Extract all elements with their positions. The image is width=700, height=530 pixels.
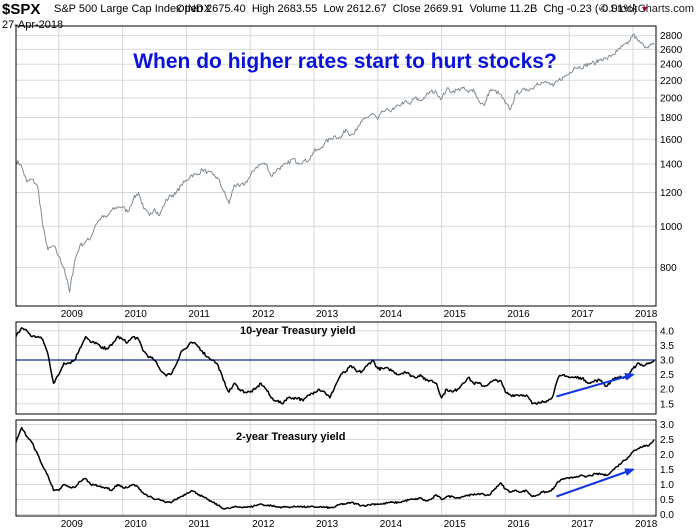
y-tick-label: 1000 bbox=[660, 222, 683, 233]
x-tick-label: 2015 bbox=[444, 309, 467, 320]
x-tick-label: 2017 bbox=[571, 309, 594, 320]
x-tick-label: 2009 bbox=[61, 309, 84, 320]
y-tick-label: 800 bbox=[660, 263, 677, 274]
x-tick-label: 2014 bbox=[380, 309, 403, 320]
source-watermark: © StockCharts.com bbox=[599, 3, 694, 15]
panel-frame-yield-2y bbox=[15, 419, 657, 517]
series-line-price bbox=[15, 33, 655, 293]
ohlc-readout: Open 2675.40 High 2683.55 Low 2612.67 Cl… bbox=[176, 3, 649, 15]
frame-layer bbox=[15, 25, 657, 517]
x-tick-label: 2013 bbox=[316, 519, 339, 530]
x-tick-label: 2015 bbox=[444, 519, 467, 530]
exchange-code: INDX bbox=[184, 3, 211, 15]
x-tick-label: 2010 bbox=[125, 519, 148, 530]
trend-arrow bbox=[556, 372, 635, 398]
y-tick-label: 2600 bbox=[660, 45, 683, 56]
x-tick-label: 2012 bbox=[252, 309, 275, 320]
x-tick-label: 2013 bbox=[316, 309, 339, 320]
y-tick-label: 2.5 bbox=[660, 370, 674, 381]
x-tick-label: 2018 bbox=[635, 519, 658, 530]
x-tick-label: 2017 bbox=[571, 519, 594, 530]
y-tick-label: 1200 bbox=[660, 188, 683, 199]
chart-title: When do higher rates start to hurt stock… bbox=[133, 50, 557, 73]
y-tick-label: 1.0 bbox=[660, 480, 674, 491]
y-tick-label: 3.5 bbox=[660, 341, 674, 352]
close-value: Close 2669.91 bbox=[392, 3, 464, 15]
x-tick-label: 2016 bbox=[507, 309, 530, 320]
y-tick-label: 2.5 bbox=[660, 435, 674, 446]
grid-layer bbox=[16, 26, 656, 516]
panel-frame-price bbox=[15, 25, 657, 307]
volume-value: Volume 11.2B bbox=[469, 3, 538, 15]
panel-title-10y: 10-year Treasury yield bbox=[240, 325, 356, 337]
index-name: S&P 500 Large Cap Index INDX bbox=[54, 3, 211, 15]
y-tick-label: 2400 bbox=[660, 60, 683, 71]
down-arrow-icon: ▼ bbox=[640, 4, 649, 14]
change-value: Chg -0.23 (-0.01%) bbox=[543, 3, 637, 15]
open-value: Open 2675.40 bbox=[176, 3, 246, 15]
y-tick-label: 4.0 bbox=[660, 326, 674, 337]
series-line-yield-2y bbox=[15, 426, 655, 510]
y-tick-label: 1.5 bbox=[660, 465, 674, 476]
low-value: Low 2612.67 bbox=[323, 3, 387, 15]
trend-arrow bbox=[556, 468, 635, 498]
series-line-yield-10y bbox=[15, 327, 655, 405]
y-tick-label: 1600 bbox=[660, 135, 683, 146]
y-tick-label: 1800 bbox=[660, 113, 683, 124]
high-value: High 2683.55 bbox=[251, 3, 318, 15]
panel-title-2y: 2-year Treasury yield bbox=[236, 431, 345, 443]
x-tick-label: 2011 bbox=[188, 309, 210, 320]
chart-date: 27-Apr-2018 bbox=[2, 19, 64, 31]
y-tick-label: 1400 bbox=[660, 159, 683, 170]
ticker-symbol: $SPX bbox=[2, 1, 41, 18]
x-tick-label: 2016 bbox=[507, 519, 530, 530]
x-tick-label: 2014 bbox=[380, 519, 403, 530]
x-tick-label: 2010 bbox=[125, 309, 148, 320]
label-layer: 800 1000 1200 1400 1600 1800 2000 2200 2400 2600 2… bbox=[61, 31, 683, 530]
y-tick-label: 1.5 bbox=[660, 399, 674, 410]
y-tick-label: 0.0 bbox=[660, 510, 674, 521]
y-tick-label: 2.0 bbox=[660, 450, 674, 461]
y-tick-label: 2000 bbox=[660, 93, 683, 104]
panel-frame-yield-10y bbox=[15, 321, 657, 415]
y-tick-label: 0.5 bbox=[660, 495, 674, 506]
x-tick-label: 2009 bbox=[61, 519, 84, 530]
index-name-text: S&P 500 Large Cap Index bbox=[54, 3, 182, 15]
x-tick-label: 2012 bbox=[252, 519, 275, 530]
y-tick-label: 2200 bbox=[660, 76, 683, 87]
y-tick-label: 3.0 bbox=[660, 355, 674, 366]
x-tick-label: 2018 bbox=[635, 309, 658, 320]
y-tick-label: 2800 bbox=[660, 31, 683, 42]
y-tick-label: 3.0 bbox=[660, 420, 674, 431]
y-tick-label: 2.0 bbox=[660, 385, 674, 396]
series-layer bbox=[15, 33, 656, 510]
x-tick-label: 2011 bbox=[188, 519, 210, 530]
